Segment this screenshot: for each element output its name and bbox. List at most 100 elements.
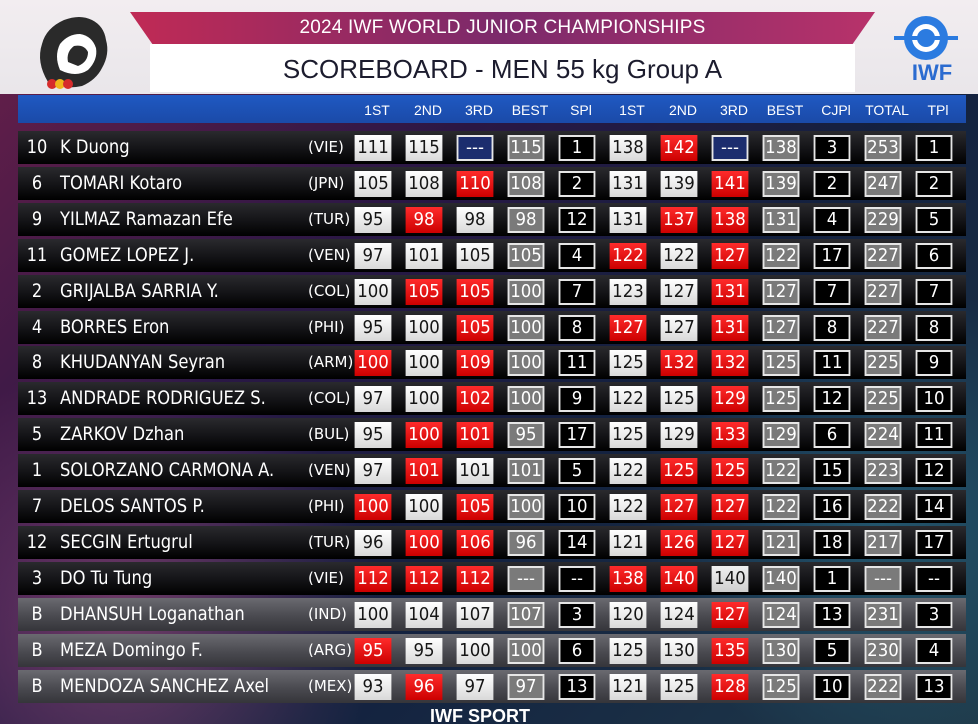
- result-cell: 13: [915, 674, 953, 700]
- scoreboard-title: SCOREBOARD - MEN 55 kg Group A: [282, 54, 723, 84]
- result-cell: 223: [864, 458, 902, 484]
- column-header: SPl: [570, 102, 592, 118]
- result-cell: 137: [660, 207, 698, 233]
- result-cell: 105: [405, 279, 443, 305]
- result-cell: 9: [915, 350, 953, 376]
- table-row: B MEZA Domingo F. (ARG) 95 95 100 100 6 125 130 13…: [18, 634, 966, 667]
- result-cell: 104: [405, 602, 443, 628]
- result-cell: 107: [456, 602, 494, 628]
- table-row: 1 SOLORZANO CARMONA A. (VEN) 97 101 101 101 5 12…: [18, 454, 966, 487]
- column-header: 1ST: [619, 102, 645, 118]
- result-cell: 132: [660, 350, 698, 376]
- table-row: 6 TOMARI Kotaro (JPN) 105 108 110 108 2 131 139 14…: [18, 167, 966, 200]
- result-cell: 121: [609, 530, 647, 556]
- athlete-name: DHANSUH Loganathan: [60, 603, 245, 625]
- lot-number: 5: [31, 423, 43, 445]
- table-row: 8 KHUDANYAN Seyran (ARM) 100 100 109 100 11 125 1…: [18, 346, 966, 379]
- iwf-logo-text: IWF: [911, 60, 953, 85]
- result-cell: 100: [507, 279, 545, 305]
- result-cell: 100: [354, 350, 392, 376]
- result-cell: 100: [354, 279, 392, 305]
- athlete-name: GOMEZ LOPEZ J.: [60, 244, 195, 266]
- result-cell: 102: [456, 386, 494, 412]
- result-cell: 17: [915, 530, 953, 556]
- result-cell: ---: [456, 135, 494, 161]
- result-cell: 97: [456, 674, 494, 700]
- result-cell: 127: [711, 602, 749, 628]
- table-row: 11 GOMEZ LOPEZ J. (VEN) 97 101 105 105 4 122 122 1…: [18, 239, 966, 272]
- result-cell: 16: [813, 494, 851, 520]
- result-cell: 138: [609, 135, 647, 161]
- result-cell: 139: [660, 171, 698, 197]
- nation-code: (VEN): [308, 461, 351, 479]
- athlete-name: DELOS SANTOS P.: [60, 495, 205, 517]
- result-cell: 125: [762, 386, 800, 412]
- table-row: B MENDOZA SANCHEZ Axel (MEX) 93 96 97 97 13 121 1…: [18, 670, 966, 703]
- result-cell: 125: [660, 674, 698, 700]
- result-cell: 4: [915, 638, 953, 664]
- athlete-name: KHUDANYAN Seyran: [60, 351, 226, 373]
- result-cell: 138: [762, 135, 800, 161]
- result-cell: 14: [558, 530, 596, 556]
- lot-number: 3: [31, 567, 43, 589]
- result-cell: 17: [558, 422, 596, 448]
- lot-number: 11: [26, 244, 48, 266]
- column-header: CJPl: [821, 102, 851, 118]
- result-cell: 125: [660, 386, 698, 412]
- result-cell: 101: [405, 458, 443, 484]
- result-cell: 18: [813, 530, 851, 556]
- result-cell: 11: [558, 350, 596, 376]
- result-cell: 5: [915, 207, 953, 233]
- result-cell: 141: [711, 171, 749, 197]
- result-cell: 112: [405, 566, 443, 592]
- result-cell: 142: [660, 135, 698, 161]
- athlete-name: MENDOZA SANCHEZ Axel: [60, 675, 270, 697]
- column-header: TOTAL: [865, 102, 909, 118]
- athlete-name: YILMAZ Ramazan Efe: [60, 208, 233, 230]
- athlete-name: ZARKOV Dzhan: [60, 423, 185, 445]
- result-cell: 111: [354, 135, 392, 161]
- result-cell: 100: [507, 386, 545, 412]
- lot-number: B: [31, 639, 43, 661]
- result-cell: 140: [762, 566, 800, 592]
- nation-code: (VIE): [308, 138, 344, 156]
- iwf-logo-icon: [880, 8, 978, 94]
- result-cell: 125: [762, 350, 800, 376]
- athlete-name: DO Tu Tung: [60, 567, 153, 589]
- result-cell: 222: [864, 674, 902, 700]
- table-row: B DHANSUH Loganathan (IND) 100 104 107 107 3 120…: [18, 598, 966, 631]
- athlete-name: SOLORZANO CARMONA A.: [60, 459, 275, 481]
- result-cell: 138: [609, 566, 647, 592]
- result-cell: 125: [609, 638, 647, 664]
- result-cell: 101: [507, 458, 545, 484]
- result-cell: 230: [864, 638, 902, 664]
- result-cell: 6: [813, 422, 851, 448]
- column-header: 2ND: [413, 102, 442, 118]
- result-cell: 109: [456, 350, 494, 376]
- result-cell: 105: [507, 243, 545, 269]
- column-header: TPl: [927, 102, 949, 118]
- result-cell: 11: [813, 350, 851, 376]
- result-cell: 122: [762, 494, 800, 520]
- result-cell: 9: [558, 386, 596, 412]
- result-cell: 127: [762, 279, 800, 305]
- result-cell: 222: [864, 494, 902, 520]
- result-cell: 100: [405, 386, 443, 412]
- result-cell: 127: [660, 315, 698, 341]
- result-cell: 121: [762, 530, 800, 556]
- result-cell: 13: [558, 674, 596, 700]
- result-cell: 100: [405, 494, 443, 520]
- result-cell: 1: [813, 566, 851, 592]
- result-cell: 95: [405, 638, 443, 664]
- result-cell: 101: [405, 243, 443, 269]
- result-cell: 14: [915, 494, 953, 520]
- result-cell: 110: [456, 171, 494, 197]
- result-cell: 130: [660, 638, 698, 664]
- result-cell: 97: [354, 458, 392, 484]
- result-cell: 100: [456, 638, 494, 664]
- result-cell: 139: [762, 171, 800, 197]
- result-cell: 227: [864, 279, 902, 305]
- table-row: 10 K Duong (VIE) 111 115 --- 115 1 138 142 --- 138 3…: [18, 131, 966, 164]
- result-cell: 129: [711, 386, 749, 412]
- result-cell: 4: [558, 243, 596, 269]
